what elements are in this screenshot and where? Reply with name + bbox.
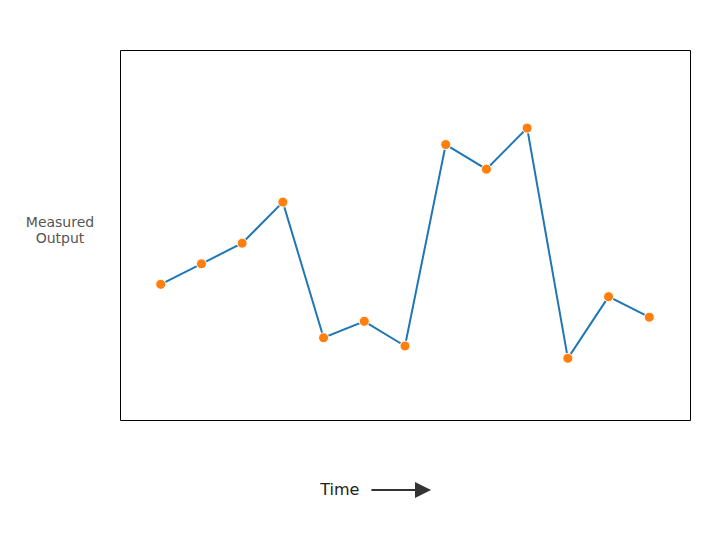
axis-line xyxy=(121,50,691,51)
axis-line xyxy=(121,420,691,421)
x-axis-top xyxy=(121,50,691,51)
point xyxy=(196,259,206,269)
y-axis xyxy=(120,51,121,421)
axis-line xyxy=(120,51,121,421)
chart: MeasuredOutput Time xyxy=(0,0,720,540)
line xyxy=(161,128,650,358)
y-axis-title-line: Measured xyxy=(26,214,94,230)
plot-area xyxy=(121,51,691,421)
point xyxy=(441,140,451,150)
y-axis-title-line: Output xyxy=(36,230,85,246)
y-axis-title: MeasuredOutput xyxy=(26,214,94,247)
point xyxy=(644,312,654,322)
point xyxy=(563,353,573,363)
x-axis-title: Time xyxy=(319,480,359,499)
x-axis xyxy=(121,420,691,421)
marks xyxy=(156,123,655,363)
point xyxy=(319,333,329,343)
point xyxy=(278,197,288,207)
point xyxy=(156,279,166,289)
point xyxy=(604,292,614,302)
x-axis-arrow xyxy=(371,489,429,491)
point xyxy=(400,341,410,351)
y-axis-right xyxy=(690,51,691,421)
axis-line xyxy=(690,51,691,421)
point xyxy=(481,164,491,174)
point xyxy=(237,238,247,248)
point xyxy=(522,123,532,133)
point xyxy=(359,316,369,326)
